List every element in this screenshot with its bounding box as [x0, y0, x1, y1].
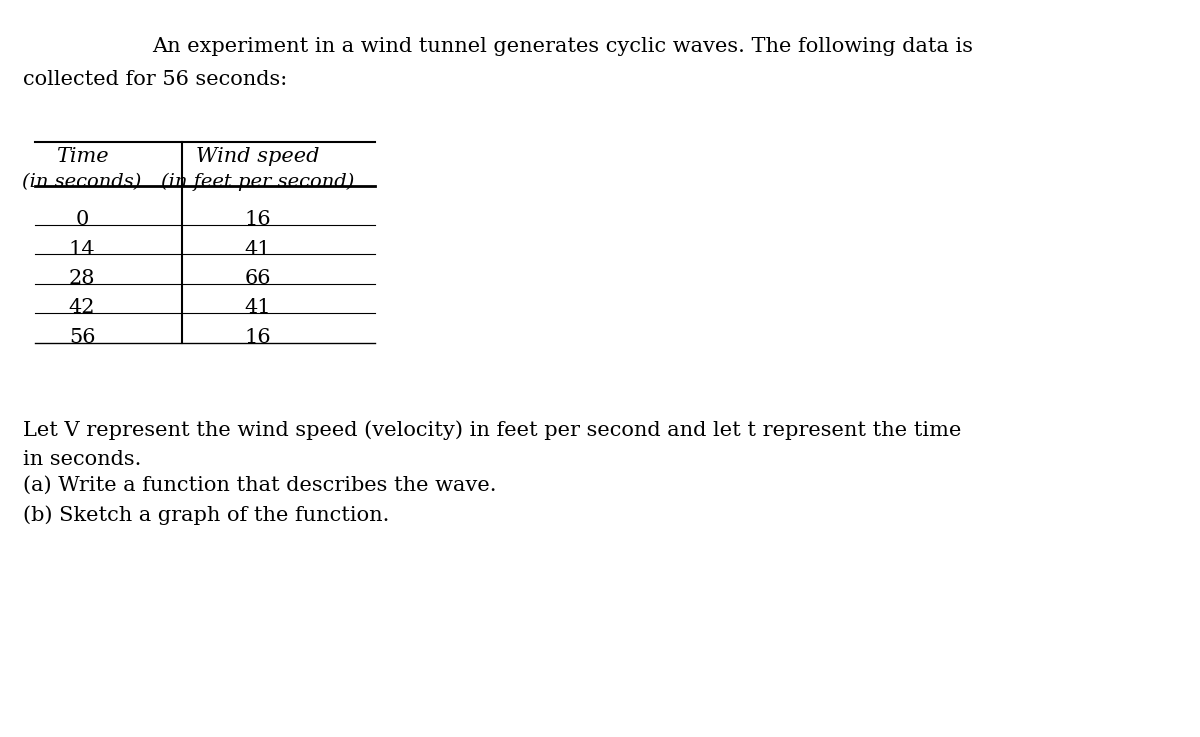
Text: 16: 16 [245, 210, 271, 229]
Text: 41: 41 [245, 298, 271, 318]
Text: Time: Time [55, 147, 108, 167]
Text: 42: 42 [68, 298, 95, 318]
Text: 16: 16 [245, 328, 271, 347]
Text: 56: 56 [68, 328, 95, 347]
Text: 14: 14 [68, 240, 96, 259]
Text: in seconds.: in seconds. [24, 450, 142, 469]
Text: Wind speed: Wind speed [197, 147, 320, 167]
Text: Let V represent the wind speed (velocity) in feet per second and let t represent: Let V represent the wind speed (velocity… [24, 420, 962, 440]
Text: collected for 56 seconds:: collected for 56 seconds: [24, 70, 288, 89]
Text: 66: 66 [245, 269, 271, 288]
Text: 41: 41 [245, 240, 271, 259]
Text: 0: 0 [76, 210, 89, 229]
Text: (in feet per second): (in feet per second) [161, 173, 355, 192]
Text: (b) Sketch a graph of the function.: (b) Sketch a graph of the function. [24, 505, 390, 525]
Text: An experiment in a wind tunnel generates cyclic waves. The following data is: An experiment in a wind tunnel generates… [152, 37, 973, 56]
Text: (in seconds): (in seconds) [23, 173, 142, 191]
Text: (a) Write a function that describes the wave.: (a) Write a function that describes the … [24, 475, 497, 495]
Text: 28: 28 [68, 269, 95, 288]
